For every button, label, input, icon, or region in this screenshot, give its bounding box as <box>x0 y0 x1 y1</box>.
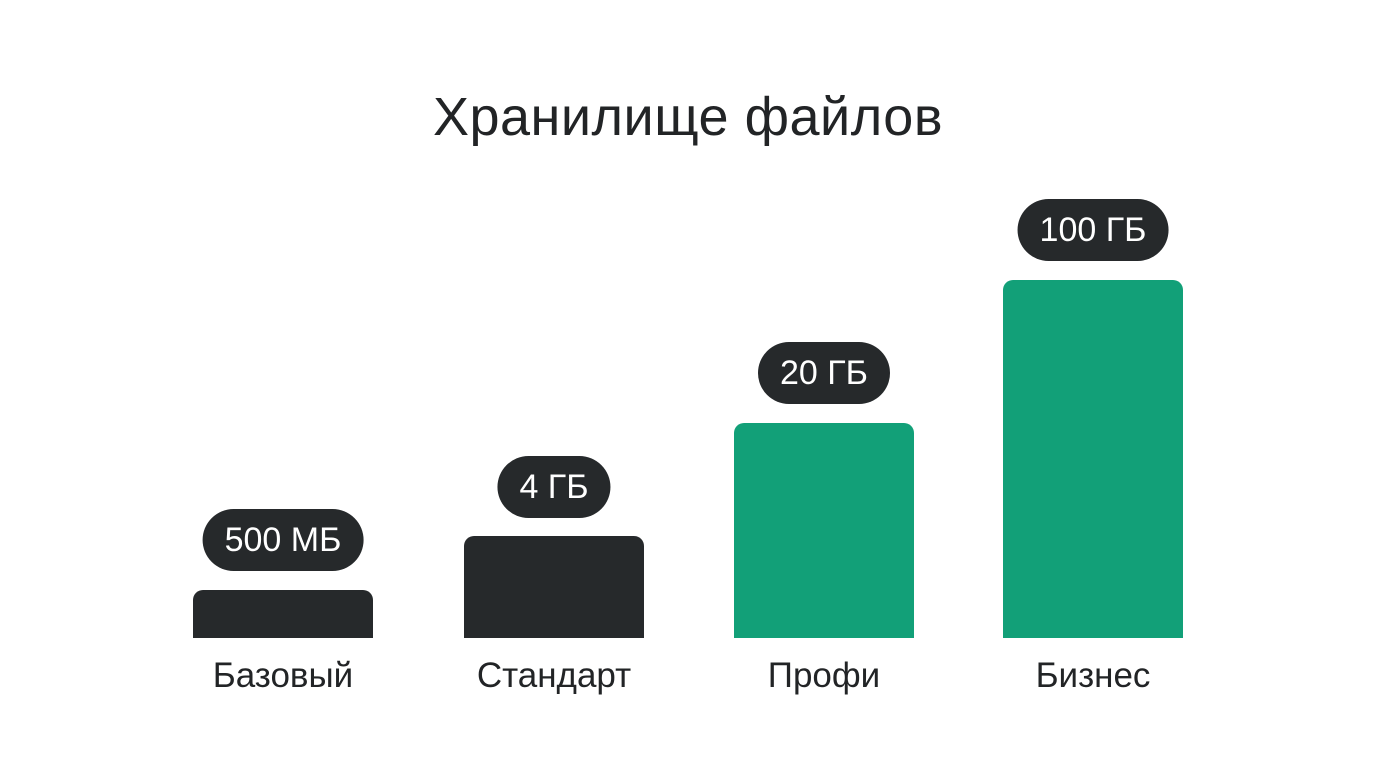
tier-name: Стандарт <box>476 656 632 695</box>
tier-name: Бизнес <box>1035 656 1151 695</box>
tier-name: Профи <box>767 656 881 695</box>
capacity-badge: 100 ГБ <box>1017 199 1169 261</box>
capacity-badge: 500 МБ <box>202 509 364 571</box>
tier-bar <box>734 423 914 638</box>
capacity-badge: 4 ГБ <box>497 456 611 518</box>
capacity-badge: 20 ГБ <box>758 342 890 404</box>
tier-name: Базовый <box>212 656 354 695</box>
tier-bar <box>193 590 373 638</box>
tier-bar <box>1003 280 1183 638</box>
title: Хранилище файлов <box>432 87 944 147</box>
tier-bar <box>464 536 644 638</box>
